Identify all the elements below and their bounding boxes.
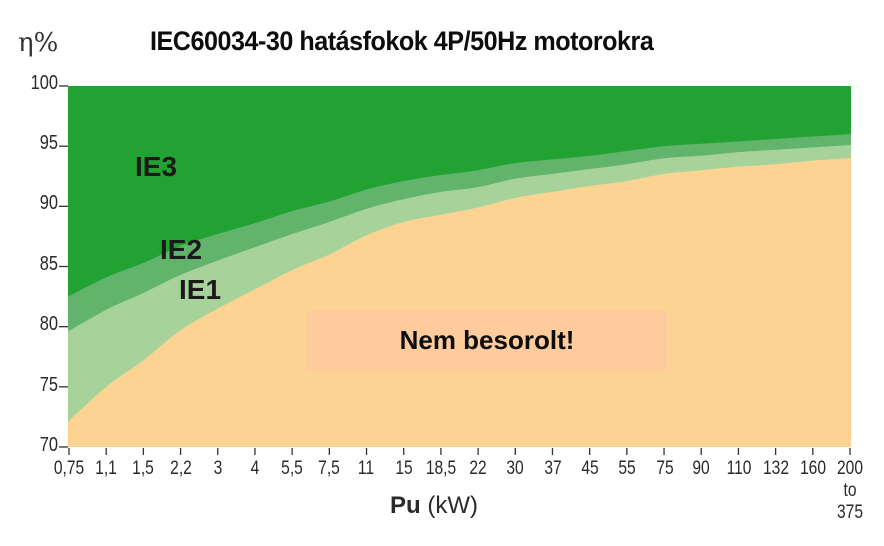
unclassified-region [68,158,851,447]
y-tick-75: 75 [39,374,58,396]
x-tick-last-max: 375 [836,502,863,523]
unclassified-label: Nem besorolt! [399,325,575,355]
x-tick: 1,1 [95,458,117,479]
x-tick: 7,5 [318,458,340,479]
x-tick: 55 [618,458,636,479]
x-tick: 132 [762,458,789,479]
x-tick-last-to: to [843,480,857,501]
x-tick: 2,2 [170,458,192,479]
x-tick-last: 200 to 375 [830,458,871,524]
y-tick-80: 80 [39,313,58,335]
y-tick-95: 95 [39,132,58,154]
y-axis-ticks [59,85,68,448]
chart-title: IEC60034-30 hatásfokok 4P/50Hz motorokra [150,26,654,56]
x-tick: 90 [692,458,710,479]
x-tick: 160 [799,458,826,479]
y-tick-70: 70 [39,434,58,456]
x-tick: 110 [726,458,752,479]
x-tick: 75 [656,458,674,479]
x-tick: 4 [250,458,260,479]
x-axis-label: Pu (kW) [390,492,478,520]
x-tick: 0,75 [53,458,85,479]
x-tick: 5,5 [281,458,303,479]
x-axis-label-symbol: Pu [390,492,421,519]
x-tick: 18,5 [425,458,457,479]
x-tick: 15 [395,458,413,479]
x-axis-ticks [68,448,851,455]
y-tick-100: 100 [30,72,58,94]
x-tick: 45 [581,458,599,479]
x-tick: 3 [213,458,223,479]
x-tick-last-value: 200 [836,458,863,479]
x-tick: 11 [357,458,375,479]
x-axis-label-unit: (kW) [427,492,478,519]
ie1-label: IE1 [179,274,222,305]
x-tick: 22 [469,458,487,479]
ie2-label: IE2 [160,234,203,265]
x-tick: 30 [506,458,524,479]
y-tick-85: 85 [39,253,58,275]
unclassified-box: Nem besorolt! [307,310,667,371]
x-tick: 1,5 [132,458,154,479]
x-tick: 37 [544,458,562,479]
ie3-label: IE3 [135,151,178,182]
y-tick-90: 90 [39,192,58,214]
y-axis-label: η% [18,28,59,58]
